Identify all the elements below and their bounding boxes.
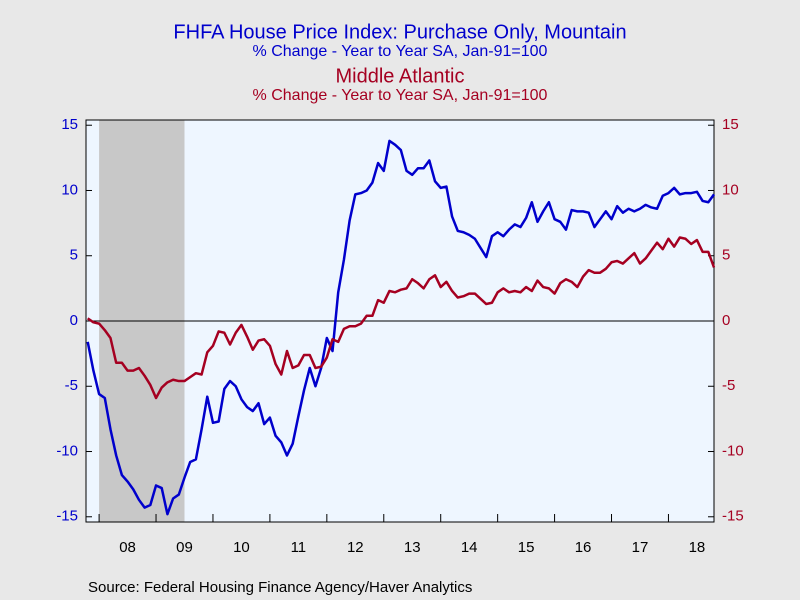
series-title: Middle Atlantic: [336, 65, 465, 87]
y2-tick-label: 5: [722, 247, 730, 264]
x-tick-label: 18: [689, 539, 706, 556]
y2-tick-label: -10: [722, 442, 744, 459]
y2-tick-label: 10: [722, 181, 739, 198]
y-tick-label: -15: [56, 508, 78, 525]
y2-tick-label: -15: [722, 508, 744, 525]
x-tick-label: 17: [632, 539, 649, 556]
x-tick-label: 10: [233, 539, 250, 556]
x-tick-label: 13: [404, 539, 421, 556]
chart-subtitle: % Change - Year to Year SA, Jan-91=100: [253, 43, 548, 60]
x-tick-label: 11: [291, 539, 307, 556]
series-line: [86, 139, 716, 516]
x-tick-label: 16: [575, 539, 592, 556]
plot-frame: [85, 119, 715, 523]
x-tick-label: 09: [176, 539, 193, 556]
y-tick-label: -5: [65, 377, 78, 394]
y2-tick-label: -5: [722, 377, 735, 394]
y-tick-label: 10: [61, 181, 78, 198]
series-subtitle: % Change - Year to Year SA, Jan-91=100: [253, 87, 548, 104]
x-tick-label: 14: [461, 539, 478, 556]
y2-tick-label: 0: [722, 312, 730, 329]
y-tick-label: 0: [70, 312, 78, 329]
chart-title: FHFA House Price Index: Purchase Only, M…: [173, 21, 626, 43]
y-tick-label: -10: [56, 442, 78, 459]
x-tick-label: 12: [347, 539, 364, 556]
y2-tick-label: 15: [722, 116, 739, 133]
series-line: [87, 236, 716, 400]
x-tick-label: 08: [119, 539, 136, 556]
y-tick-label: 15: [61, 116, 78, 133]
source: Source: Federal Housing Finance Agency/H…: [88, 579, 472, 596]
x-tick-label: 15: [518, 539, 535, 556]
y-tick-label: 5: [70, 247, 78, 264]
